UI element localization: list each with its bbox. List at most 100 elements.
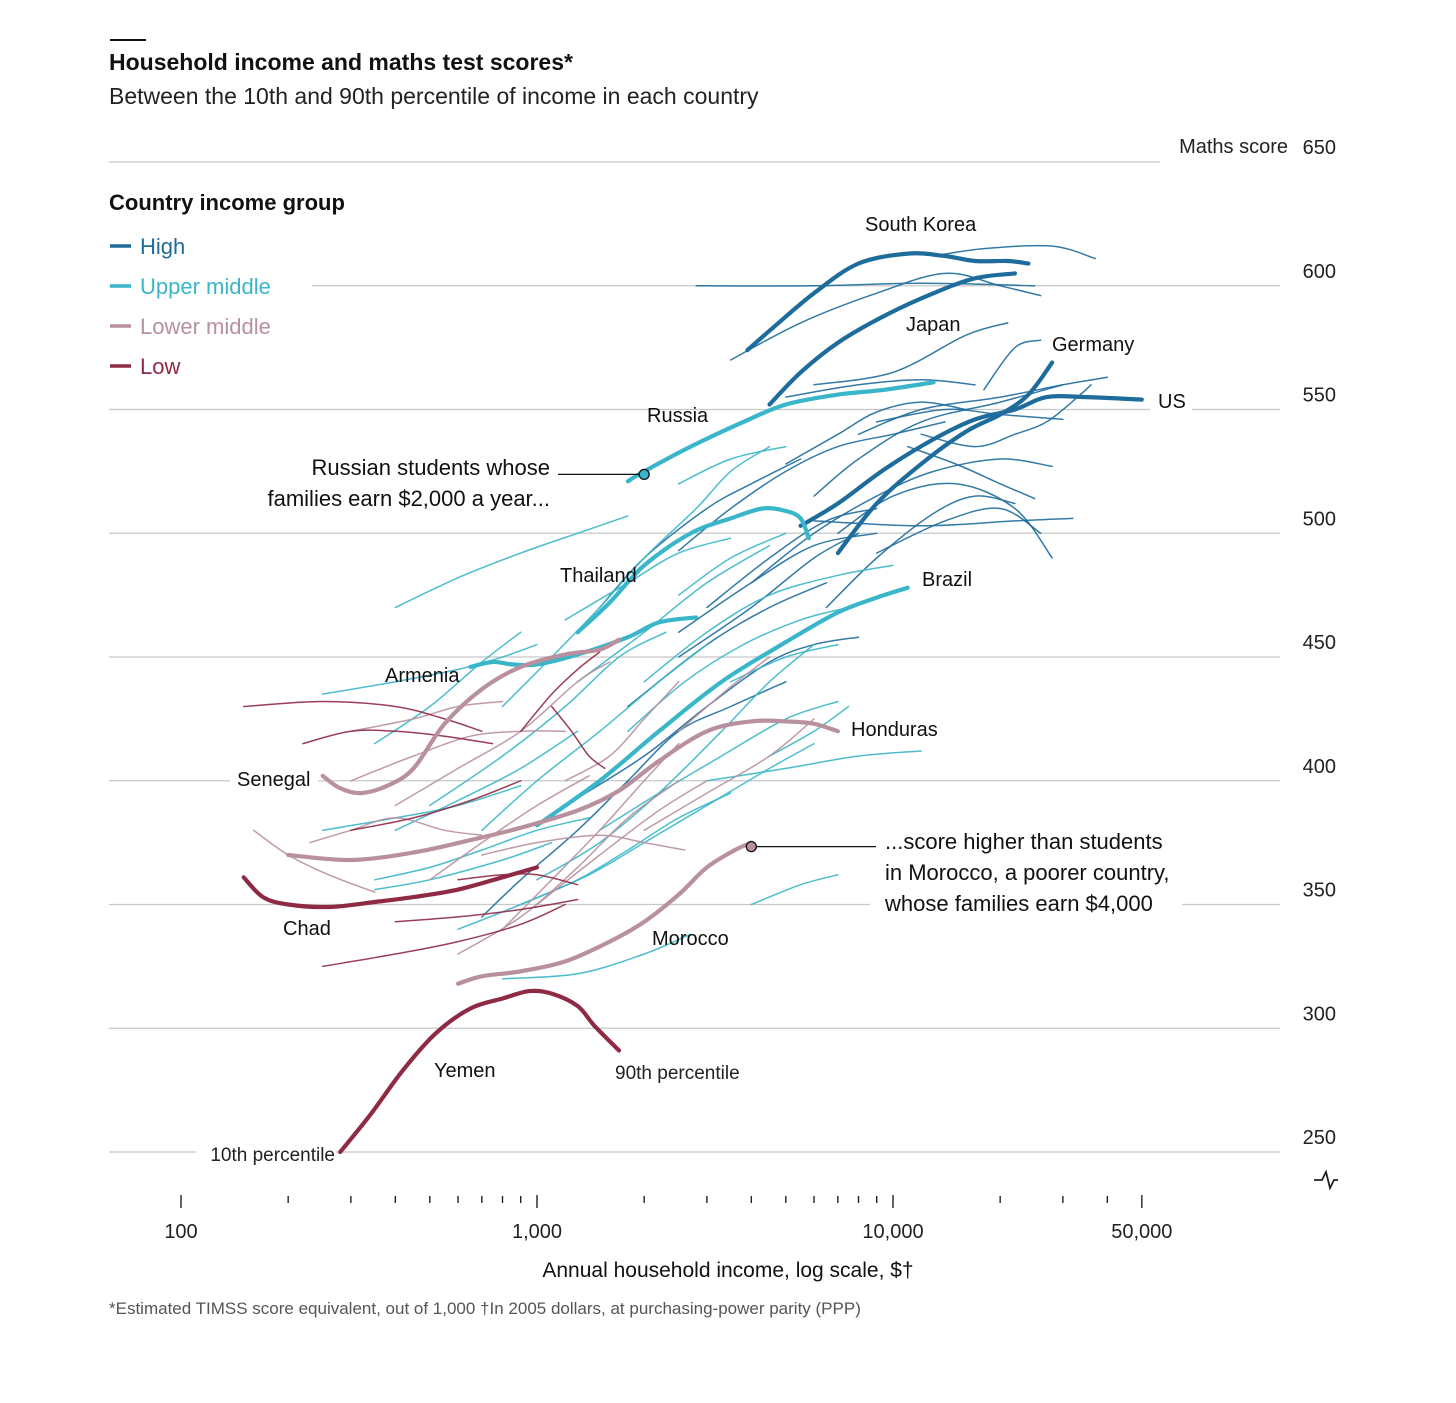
country-label-yemen: Yemen [434, 1060, 496, 1082]
country-label-japan: Japan [906, 314, 961, 336]
background-series-line [501, 742, 680, 931]
background-series-line [457, 792, 732, 931]
series-yemen [338, 988, 622, 1155]
background-series-line [576, 544, 771, 683]
background-series-line [932, 244, 1097, 260]
background-series-line [875, 408, 1064, 423]
background-series-line [309, 817, 483, 844]
country-label-morocco: Morocco [652, 928, 729, 950]
footnote: *Estimated TIMSS score equivalent, out o… [109, 1299, 861, 1318]
background-series-line [457, 780, 680, 955]
country-label-germany: Germany [1052, 334, 1134, 356]
background-series-line [706, 507, 878, 609]
series-honduras [286, 718, 840, 863]
annotation-text-morocco: ...score higher than students [885, 829, 1163, 854]
background-series-line [501, 933, 692, 980]
background-series-line [429, 631, 667, 807]
percentile-label-start: 10th percentile [210, 1145, 335, 1166]
background-series-line [983, 339, 1042, 391]
background-series-line [677, 445, 787, 485]
y-tick-label: 650 [1303, 137, 1336, 159]
y-axis-label: Maths score [1179, 136, 1288, 158]
background-series-line [750, 874, 839, 906]
series-armenia [468, 615, 699, 669]
country-label-senegal: Senegal [237, 769, 310, 791]
background-series-line [825, 495, 1016, 609]
y-tick-label: 550 [1303, 385, 1336, 407]
background-series-line [481, 681, 787, 918]
background-series-line [519, 651, 601, 733]
percentile-label-end: 90th percentile [615, 1063, 740, 1084]
legend-label-low: Low [140, 354, 180, 379]
country-label-brazil: Brazil [922, 569, 972, 591]
background-series-line [394, 730, 579, 832]
legend-label-high: High [140, 234, 185, 259]
legend-items: High Upper middle Lower middle Low [110, 234, 271, 379]
background-series-line [350, 780, 522, 832]
background-series-line [429, 775, 590, 881]
axis-break-icon [1314, 1169, 1338, 1191]
x-tick-label: 1,000 [512, 1221, 562, 1243]
background-series-line [677, 532, 878, 634]
background-series-line [481, 643, 708, 832]
background-series-line [643, 564, 894, 683]
annotation-text-morocco: in Morocco, a poorer country, [885, 860, 1170, 885]
y-ticks: 250 300 350 400 450 500 550 600 650 [1303, 137, 1336, 1149]
y-tick-label: 350 [1303, 880, 1336, 902]
x-axis-label: Annual household income, log scale, $† [542, 1259, 913, 1282]
series-chad [241, 865, 540, 910]
background-series-line [695, 282, 1036, 287]
series-morocco [455, 840, 754, 986]
annotation-marker-russia [638, 468, 650, 481]
background-series-line [394, 515, 629, 609]
country-label-thailand: Thailand [560, 565, 637, 587]
background-series-line [677, 656, 771, 733]
series-thailand [575, 506, 811, 635]
chart-subtitle: Between the 10th and 90th percentile of … [109, 83, 759, 109]
background-series-line [321, 784, 522, 832]
annotation-text-russia: families earn $2,000 a year... [268, 486, 551, 511]
background-series-line [394, 898, 579, 923]
background-series-line [373, 817, 590, 881]
country-label-south-korea: South Korea [865, 214, 977, 236]
background-series-line [785, 401, 967, 465]
annotation-marker-morocco [745, 840, 757, 853]
annotation-text-morocco: whose families earn $4,000 [884, 891, 1153, 916]
background-series-line [550, 705, 606, 770]
country-label-us: US [1158, 391, 1186, 413]
x-tick-label: 100 [164, 1221, 197, 1243]
background-series-line [242, 700, 483, 733]
background-series-line [813, 322, 1009, 386]
background-series-line [252, 829, 376, 893]
country-label-honduras: Honduras [851, 719, 938, 741]
x-tick-label: 50,000 [1111, 1221, 1172, 1243]
background-series-line [813, 384, 1064, 497]
legend-title: Country income group [109, 190, 345, 215]
legend-label-lower: Lower middle [140, 314, 271, 339]
background-series-line [564, 681, 680, 782]
background-series-line [906, 445, 1036, 500]
x-axis: 100 1,000 10,000 50,000 [164, 1195, 1172, 1243]
background-series-line [875, 507, 1042, 554]
background-series-line [373, 631, 522, 745]
background-series-line [350, 730, 566, 782]
background-series-line [627, 606, 850, 733]
background-series-line [350, 700, 504, 733]
y-tick-label: 450 [1303, 632, 1336, 654]
background-series-line [302, 729, 494, 745]
background-series-line [677, 532, 860, 658]
x-tick-label: 10,000 [862, 1221, 923, 1243]
background-series-line [321, 903, 566, 968]
series-germany [835, 360, 1055, 556]
background-series-line [536, 780, 708, 906]
background-series-line [729, 643, 839, 683]
background-series-line [706, 750, 922, 782]
y-tick-label: 500 [1303, 508, 1336, 530]
background-series-line [373, 841, 553, 891]
chart-title: Household income and maths test scores* [109, 49, 573, 75]
country-label-russia: Russia [647, 405, 709, 427]
y-tick-label: 600 [1303, 261, 1336, 283]
legend: Country income group High Upper middle Low… [109, 190, 345, 379]
highlighted-series [241, 251, 1144, 1155]
country-label-chad: Chad [283, 918, 331, 940]
